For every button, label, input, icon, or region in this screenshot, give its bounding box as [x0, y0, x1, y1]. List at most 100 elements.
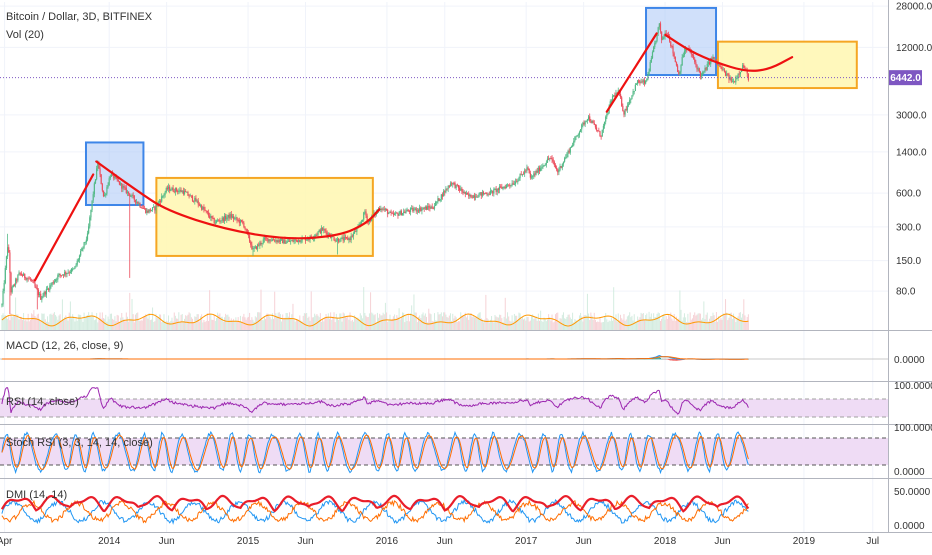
candle-body — [7, 247, 8, 256]
candle-body — [579, 132, 580, 135]
chart-title: Bitcoin / Dollar, 3D, BITFINEX — [6, 11, 153, 23]
candle-body — [732, 82, 733, 83]
candle-body — [672, 46, 673, 53]
volume-bar — [385, 303, 386, 330]
volume-bar — [350, 312, 351, 330]
candle-body — [45, 292, 46, 294]
candle-body — [219, 221, 220, 222]
x-tick-label: 2018 — [654, 536, 677, 547]
stoch-rsi-title: Stoch RSI (3, 3, 14, 14, close) — [6, 437, 153, 449]
candle-body — [440, 199, 441, 201]
volume-bar — [141, 320, 142, 330]
candle-body — [516, 181, 517, 182]
candle-body — [192, 196, 193, 201]
candle-body — [601, 136, 602, 137]
candle-body — [284, 239, 285, 243]
candle-body — [524, 171, 525, 174]
candle-body — [166, 188, 167, 192]
volume-bar — [229, 317, 230, 330]
candle-body — [343, 237, 344, 240]
candle-body — [280, 239, 281, 242]
volume-bar — [176, 318, 177, 330]
volume-bar — [40, 322, 41, 330]
volume-bar — [351, 321, 352, 330]
volume-bar — [572, 313, 573, 330]
volume-bar — [389, 315, 390, 330]
candle-body — [515, 181, 516, 183]
candle-body — [236, 217, 237, 219]
candle-body — [162, 196, 163, 197]
x-tick-label: Jun — [159, 536, 175, 547]
candle-body — [94, 183, 95, 194]
candle-body — [250, 242, 251, 245]
volume-bar — [550, 321, 551, 330]
volume-bar — [295, 322, 296, 330]
volume-bar — [402, 312, 403, 330]
volume-bar — [30, 320, 31, 330]
volume-bar — [736, 318, 737, 330]
volume-bar — [52, 315, 53, 330]
volume-bar — [720, 318, 721, 330]
candle-body — [56, 279, 57, 280]
candle-body — [286, 243, 287, 244]
candle-body — [599, 131, 600, 136]
candle-body — [93, 194, 94, 200]
x-tick-label: Jul — [866, 536, 879, 547]
volume-bar — [89, 315, 90, 330]
volume-bar — [54, 312, 55, 330]
volume-bar — [533, 319, 534, 330]
candle-body — [606, 114, 607, 117]
volume-bar — [125, 321, 126, 330]
volume-bar — [227, 315, 228, 330]
candle-body — [273, 240, 274, 241]
candle-body — [325, 231, 326, 233]
candle-body — [692, 54, 693, 55]
candle-body — [129, 194, 130, 197]
candle-body — [575, 136, 576, 137]
x-tick-label: 2015 — [237, 536, 260, 547]
candle-body — [225, 216, 226, 219]
candle-body — [345, 237, 346, 238]
candle-body — [436, 202, 437, 203]
candle-body — [605, 117, 606, 122]
candle-body — [492, 191, 493, 194]
candle-body — [534, 174, 535, 175]
volume-bar — [120, 318, 121, 330]
volume-bar — [597, 322, 598, 330]
volume-bar — [348, 320, 349, 330]
dmi-tick-top: 50.0000 — [894, 487, 931, 498]
candle-body — [211, 216, 212, 218]
volume-bar — [468, 320, 469, 330]
candle-body — [525, 171, 526, 172]
candle-body — [401, 211, 402, 215]
volume-bar — [735, 322, 736, 330]
volume-bar — [233, 319, 234, 330]
volume-bar — [739, 313, 740, 330]
volume-bar — [330, 312, 331, 330]
candle-body — [454, 183, 455, 188]
candle-body — [533, 174, 534, 177]
candle-body — [347, 238, 348, 240]
candle-body — [507, 185, 508, 186]
candle-body — [1, 304, 2, 305]
volume-bar — [579, 315, 580, 330]
candle-body — [429, 207, 430, 208]
candle-body — [662, 37, 663, 39]
candle-body — [181, 190, 182, 192]
candle-body — [385, 209, 386, 210]
volume-bar — [434, 313, 435, 330]
volume-bar — [143, 317, 144, 330]
candle-body — [210, 216, 211, 218]
volume-bar — [126, 313, 127, 330]
volume-bar — [334, 312, 335, 330]
volume-bar — [428, 309, 429, 330]
volume-bar — [596, 322, 597, 330]
volume-bar — [486, 318, 487, 330]
candle-body — [22, 275, 23, 276]
volume-bar — [324, 318, 325, 330]
dmi-tick-bottom: 0.0000 — [894, 521, 925, 532]
volume-bar — [137, 313, 138, 330]
candle-body — [97, 164, 98, 169]
